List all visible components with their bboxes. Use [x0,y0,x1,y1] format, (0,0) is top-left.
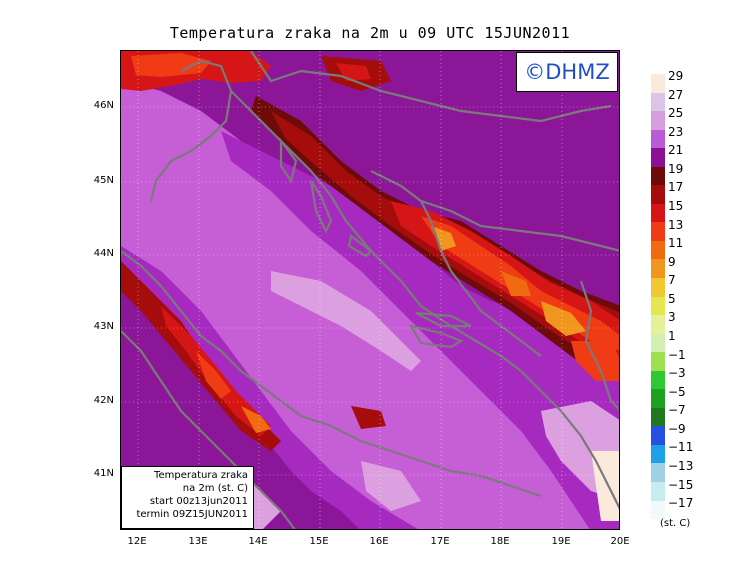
legend-swatch [651,500,665,520]
legend-swatch [651,278,665,297]
legend-label: 13 [668,218,684,232]
map-title: Temperatura zraka na 2m u 09 UTC 15JUN20… [169,24,571,42]
legend-label: −7 [668,403,686,417]
legend-swatch [651,240,665,260]
legend-swatch [651,148,665,167]
legend-swatch [651,463,665,483]
legend-swatch [651,74,665,93]
legend-swatch [651,129,665,149]
lon-tick-13e: 13E [188,536,208,547]
legend-label: −11 [668,440,694,454]
lon-tick-19e: 19E [551,536,571,547]
map-canvas [121,51,619,529]
coastline [121,51,619,529]
temperature-map [120,50,620,530]
legend-label: 29 [668,69,684,83]
legend-label: 1 [668,329,676,343]
lat-tick-44n: 44N [93,248,114,259]
legend-label: 7 [668,273,676,287]
legend-label: 19 [668,162,684,176]
legend-swatch [651,333,665,353]
legend-swatch [651,352,665,371]
legend-label: −13 [668,459,694,473]
lon-tick-16e: 16E [369,536,389,547]
lon-tick-12e: 12E [127,536,147,547]
legend-label: −5 [668,385,686,399]
legend-label: 25 [668,106,684,120]
legend-swatch [651,407,665,427]
legend-label: 5 [668,292,676,306]
legend-label: 15 [668,199,684,213]
lon-tick-20e: 20E [610,536,630,547]
legend-swatch [651,482,665,501]
legend-swatch [651,426,665,445]
legend-label: 17 [668,180,684,194]
legend-label: −3 [668,366,686,380]
legend-label: 27 [668,88,684,102]
color-legend [651,74,665,520]
legend-label: 23 [668,125,684,139]
lon-tick-18e: 18E [490,536,510,547]
info-line-units: na 2m (st. C) [182,483,248,494]
lat-tick-41n: 41N [93,468,114,479]
lon-tick-14e: 14E [248,536,268,547]
legend-swatch [651,389,665,408]
legend-label: −15 [668,478,694,492]
info-line-start: start 00z13jun2011 [149,496,248,507]
legend-label: 21 [668,143,684,157]
lat-tick-46n: 46N [93,100,114,111]
lon-tick-15e: 15E [309,536,329,547]
legend-swatch [651,315,665,334]
legend-swatch [651,222,665,241]
legend-label: 3 [668,310,676,324]
dhmz-logo: ©DHMZ [516,52,618,92]
legend-label: 9 [668,255,676,269]
grid [121,51,619,529]
legend-swatch [651,444,665,464]
legend-label: 11 [668,236,684,250]
legend-swatch [651,92,665,112]
legend-swatch [651,259,665,279]
info-line-title: Temperatura zraka [154,470,248,481]
legend-swatch [651,203,665,223]
legend-label: −9 [668,422,686,436]
lon-tick-17e: 17E [430,536,450,547]
legend-swatch [651,166,665,186]
legend-swatch [651,185,665,204]
legend-unit: (st. C) [660,518,691,529]
legend-label: −17 [668,496,694,510]
lat-tick-43n: 43N [93,321,114,332]
lat-tick-45n: 45N [93,175,114,186]
lat-tick-42n: 42N [93,395,114,406]
legend-swatch [651,111,665,130]
forecast-info-box: Temperatura zraka na 2m (st. C) start 00… [121,466,254,529]
legend-swatch [651,370,665,390]
info-line-termin: termin 09Z15JUN2011 [136,509,248,520]
legend-swatch [651,296,665,316]
legend-label: −1 [668,348,686,362]
